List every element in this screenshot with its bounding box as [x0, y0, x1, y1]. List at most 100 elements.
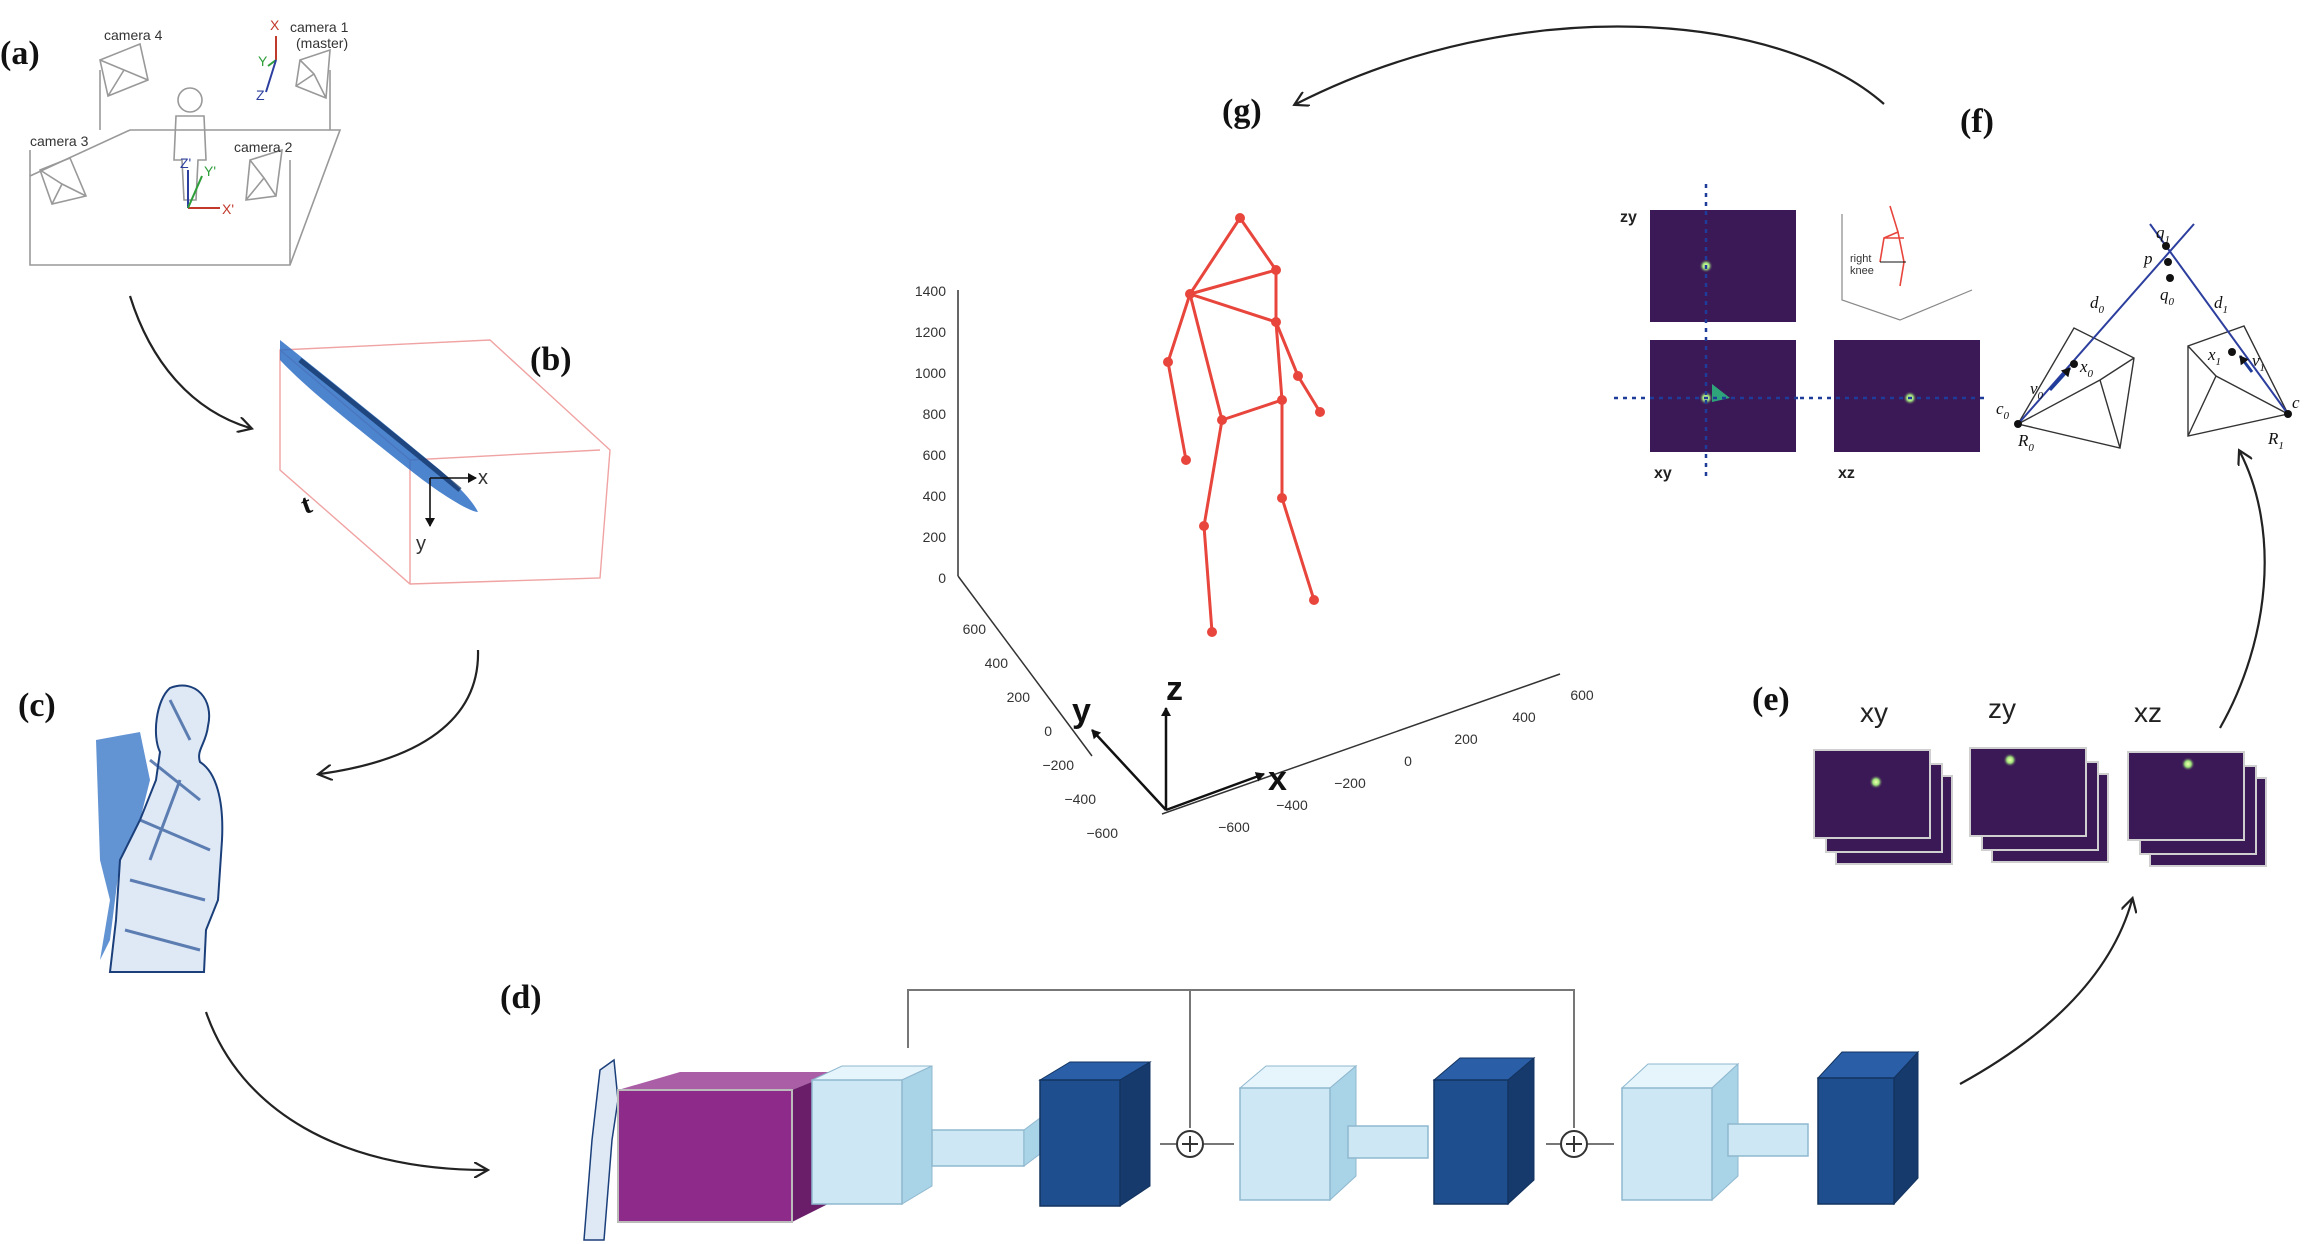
local-axis-xprime-label: X' — [222, 201, 234, 217]
local-axis-yprime-label: Y' — [204, 163, 216, 179]
point-cloud-box-panel: x y t — [279, 339, 611, 585]
camera-2-label: camera 2 — [234, 139, 293, 155]
heatmap-peak-zy — [2003, 753, 2017, 767]
x-tick-labels: −600 −400 −200 0 200 400 600 — [1218, 687, 1594, 835]
skeleton-joint — [1235, 213, 1245, 223]
panel-label-d: (d) — [500, 979, 542, 1016]
skeleton-joint — [1181, 455, 1191, 465]
ray-right — [2149, 223, 2289, 415]
x-tick-label: 200 — [1454, 731, 1478, 747]
label-x1: x1 — [2207, 345, 2221, 368]
projection-xz-label: xz — [1838, 465, 1855, 482]
point-c0 — [2014, 420, 2022, 428]
heatmap-title-xz: xz — [2134, 697, 2162, 728]
y-tick-label: 600 — [963, 621, 987, 637]
person-silhouette — [108, 684, 224, 973]
z-tick-label: 400 — [923, 488, 947, 504]
y-tick-label: −200 — [1042, 757, 1074, 773]
skeleton-joint — [1315, 407, 1325, 417]
skeleton-bone — [1189, 292, 1277, 324]
camera-1-icon — [295, 48, 331, 100]
x-axis-line — [1161, 673, 1561, 815]
z-tick-label: 600 — [923, 447, 947, 463]
skeleton-bone — [1221, 398, 1283, 422]
panel-label-g: (g) — [1222, 93, 1262, 130]
skeleton-joint — [1207, 627, 1217, 637]
heatmap-stack-xy — [1813, 749, 1953, 865]
y-tick-label: −600 — [1086, 825, 1118, 841]
projection-triangulation-panel: zy xy xz right knee q1 p q0 d0 — [1614, 184, 2300, 482]
x-tick-label: −200 — [1334, 775, 1366, 791]
skeleton-bone — [1166, 361, 1188, 461]
label-d1: d1 — [2214, 293, 2228, 316]
skeleton-joint — [1293, 371, 1303, 381]
skip-connection-outer — [907, 989, 1575, 1128]
triad-label-y: y — [1072, 692, 1091, 730]
skeleton-bone — [1202, 419, 1224, 527]
triad-label-x: x — [1268, 760, 1287, 798]
skeleton-bone — [1188, 217, 1242, 295]
camera-frustum-left — [2016, 327, 2135, 449]
network-architecture-panel — [583, 989, 1920, 1241]
skeleton-bone — [1274, 321, 1300, 377]
triad-axis-y — [1091, 729, 1167, 811]
heatmap-stack-xz — [2127, 751, 2267, 867]
residual-block-3 — [1620, 1050, 1920, 1206]
direction-v1 — [2238, 355, 2254, 373]
skeleton-joint — [1309, 595, 1319, 605]
label-p: p — [2143, 249, 2153, 268]
projection-zy-label: zy — [1620, 209, 1637, 226]
arrow-b-to-c — [320, 649, 480, 774]
z-tick-label: 1000 — [915, 365, 946, 381]
y-tick-label: 400 — [985, 655, 1009, 671]
x-tick-label: −400 — [1276, 797, 1308, 813]
point-c1 — [2284, 410, 2292, 418]
arrow-c-to-d — [204, 1011, 486, 1170]
world-axis-z — [265, 59, 277, 93]
heatmap-peak-xz — [2181, 757, 2195, 771]
bottleneck-1 — [931, 1129, 1025, 1167]
camera-3-label: camera 3 — [30, 133, 89, 149]
heatmap-stack-zy — [1969, 747, 2109, 863]
label-R0: R0 — [2017, 431, 2034, 454]
inset-skeleton-plot: right knee — [1841, 205, 1973, 321]
y-tick-label: −400 — [1064, 791, 1096, 807]
cloud-axis-y-label: y — [416, 533, 426, 555]
label-c0: c0 — [1996, 399, 2010, 422]
skeleton-joint — [1271, 265, 1281, 275]
skeleton-joint — [1271, 317, 1281, 327]
label-v1: v1 — [2252, 351, 2265, 374]
point-x1 — [2228, 348, 2236, 356]
skeleton-joint — [1199, 521, 1209, 531]
arrow-f-to-g — [1296, 25, 1885, 104]
heatmap-title-zy: zy — [1988, 693, 2016, 724]
skeleton-bone — [1166, 293, 1192, 363]
label-d0: d0 — [2090, 293, 2105, 316]
arrow-a-to-b — [128, 295, 250, 428]
skeleton-bone — [1280, 497, 1316, 601]
y-tick-label: 0 — [1044, 723, 1052, 739]
x-tick-label: 0 — [1404, 753, 1412, 769]
cloud-axis-t-label: t — [297, 488, 317, 521]
world-axis-y-label: Y — [258, 53, 268, 69]
x-tick-label: 400 — [1512, 709, 1536, 725]
triad-axis-x — [1165, 772, 1265, 812]
heatmap-peak-xy — [1869, 775, 1883, 789]
event-frame-person-panel — [96, 684, 224, 973]
skeleton-joint — [1277, 493, 1287, 503]
bottleneck-2 — [1347, 1125, 1429, 1159]
camera-room-panel — [29, 42, 342, 266]
camera-4-icon — [99, 42, 149, 98]
triangulation-geometry — [2016, 223, 2290, 449]
arrow-d-to-e — [1959, 900, 2132, 1085]
label-v0: v0 — [2030, 379, 2044, 402]
purple-input-block — [617, 1072, 836, 1223]
skeleton-bone — [1188, 293, 1224, 421]
point-x0 — [2070, 360, 2078, 368]
point-p — [2164, 258, 2172, 266]
projection-zy — [1650, 210, 1796, 322]
label-R1: R1 — [2267, 429, 2284, 452]
z-tick-label: 200 — [923, 529, 947, 545]
direction-v0 — [2048, 366, 2072, 392]
